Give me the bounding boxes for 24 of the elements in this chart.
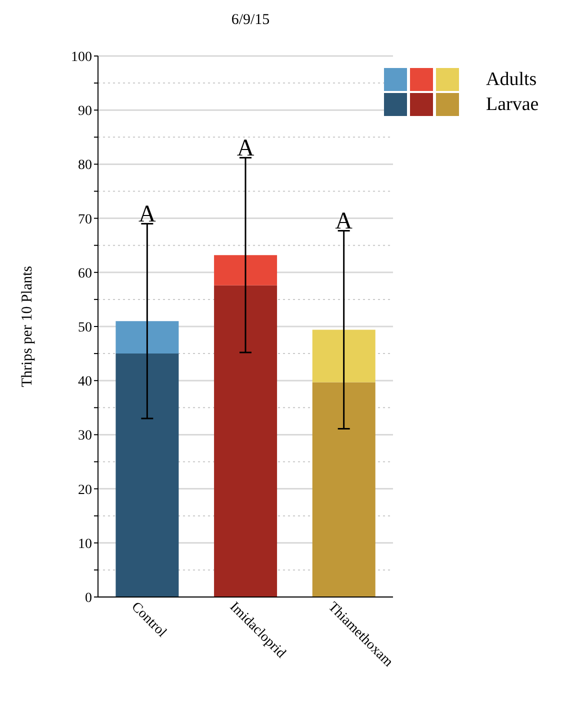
y-tick-label: 60 xyxy=(78,266,92,282)
bar xyxy=(214,255,278,286)
annotation: A xyxy=(335,208,354,235)
y-tick-label: 10 xyxy=(78,536,92,552)
y-tick-label: 0 xyxy=(85,590,92,606)
y-tick-label: 30 xyxy=(78,428,92,444)
bar xyxy=(312,330,376,382)
y-tick-label: 20 xyxy=(78,482,92,498)
chart-title: 6/9/15 xyxy=(230,12,271,29)
y-axis-title: Thrips per 10 Plants xyxy=(19,266,36,388)
y-tick-label: 90 xyxy=(78,104,92,120)
y-tick-label: 70 xyxy=(78,212,92,228)
bar xyxy=(214,285,278,597)
annotation: A xyxy=(138,202,156,228)
bar xyxy=(116,354,179,597)
y-tick-label: 50 xyxy=(78,320,92,336)
annotation: A xyxy=(236,136,255,162)
y-tick-label: 40 xyxy=(78,374,92,390)
y-tick-label: 80 xyxy=(78,158,92,174)
y-tick-label: 100 xyxy=(71,50,92,65)
legend-label: Adults xyxy=(486,68,537,90)
bar xyxy=(312,382,376,597)
legend-label: Larvae xyxy=(486,94,539,116)
bar xyxy=(116,321,179,354)
